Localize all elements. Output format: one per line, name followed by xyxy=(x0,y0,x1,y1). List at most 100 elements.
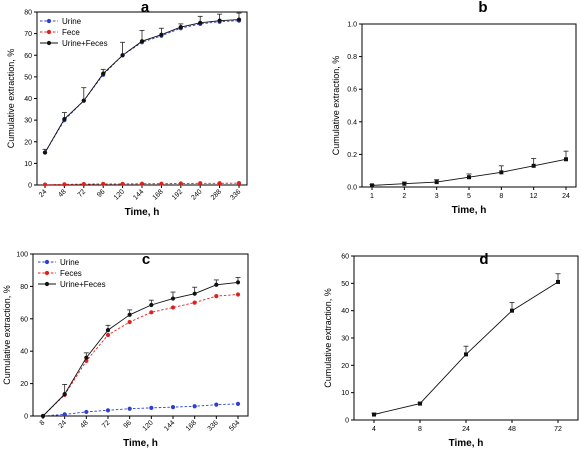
data-point xyxy=(402,181,407,186)
data-point xyxy=(418,401,422,406)
x-tick-label: 8 xyxy=(39,419,47,427)
data-point xyxy=(105,408,111,413)
data-point xyxy=(214,294,219,299)
data-point xyxy=(236,17,242,22)
x-tick-label: 48 xyxy=(57,188,68,199)
x-tick-label: 48 xyxy=(79,419,90,430)
panel-label-d: d xyxy=(479,251,488,268)
data-point xyxy=(101,71,106,76)
panel-label-a: a xyxy=(141,0,150,16)
data-point xyxy=(62,392,67,397)
x-tick-label: 72 xyxy=(77,188,88,199)
data-point xyxy=(127,319,132,325)
data-point xyxy=(149,405,154,410)
y-axis-title: Cumulative extraction, % xyxy=(331,56,341,156)
plot-frame xyxy=(32,253,249,417)
y-tick-label: 0 xyxy=(28,183,32,190)
data-point xyxy=(217,18,222,23)
y-tick-label: 40 xyxy=(20,349,28,356)
y-tick-label: 30 xyxy=(341,336,349,343)
x-tick-label: 120 xyxy=(142,419,155,432)
x-tick-label: 168 xyxy=(185,419,198,432)
legend-label: Urine+Feces xyxy=(60,280,106,289)
y-tick-label: 60 xyxy=(20,316,28,323)
data-point xyxy=(370,183,374,188)
x-axis-title: Time, h xyxy=(123,438,158,449)
legend-marker xyxy=(46,29,52,35)
x-tick-label: 24 xyxy=(562,193,570,200)
data-point xyxy=(149,302,154,308)
data-point xyxy=(170,296,176,301)
data-point xyxy=(139,181,145,186)
data-point xyxy=(81,182,86,187)
data-point xyxy=(235,401,241,406)
data-point xyxy=(62,182,67,187)
y-tick-label: 80 xyxy=(24,10,32,17)
data-point xyxy=(105,332,111,338)
series-line xyxy=(42,294,239,417)
y-tick-label: 20 xyxy=(24,139,32,146)
x-tick-label: 4 xyxy=(372,426,376,433)
data-point xyxy=(499,170,504,175)
y-tick-label: 40 xyxy=(24,96,32,103)
data-point xyxy=(192,404,197,409)
data-point xyxy=(120,53,125,58)
plot-frame xyxy=(361,23,577,188)
data-point xyxy=(464,352,468,357)
data-point xyxy=(127,312,132,317)
y-tick-label: 0.8 xyxy=(347,54,357,61)
legend-label: Feces xyxy=(60,269,82,278)
y-tick-label: 0.2 xyxy=(347,152,357,159)
data-point xyxy=(556,279,560,284)
legend-marker xyxy=(44,281,50,287)
data-point xyxy=(235,280,241,285)
x-tick-label: 24 xyxy=(58,419,69,430)
legend-label: Fece xyxy=(62,28,80,37)
data-point xyxy=(127,406,132,411)
data-point xyxy=(510,308,514,313)
x-tick-label: 8 xyxy=(418,426,422,433)
x-tick-label: 96 xyxy=(123,419,134,430)
x-axis-title: Time, h xyxy=(452,205,487,216)
panel-label-c: c xyxy=(142,251,150,268)
y-tick-label: 100 xyxy=(16,252,28,259)
x-tick-label: 336 xyxy=(229,188,242,201)
y-tick-label: 20 xyxy=(20,381,28,388)
data-point xyxy=(101,181,106,187)
x-tick-label: 240 xyxy=(190,188,203,201)
x-tick-label: 72 xyxy=(101,419,112,430)
legend-label: Urine+Feces xyxy=(62,39,108,48)
y-tick-label: 50 xyxy=(24,74,32,81)
y-tick-label: 60 xyxy=(341,254,349,261)
y-tick-label: 60 xyxy=(24,53,32,60)
x-tick-label: 120 xyxy=(113,188,126,201)
data-point xyxy=(372,412,376,417)
y-tick-label: 10 xyxy=(341,390,349,397)
legend-marker xyxy=(44,259,50,265)
data-point xyxy=(217,181,222,186)
series-line xyxy=(371,158,567,186)
x-tick-label: 1 xyxy=(370,193,374,200)
x-tick-label: 24 xyxy=(38,188,49,199)
x-tick-label: 24 xyxy=(462,426,470,433)
data-point xyxy=(170,305,176,310)
data-point xyxy=(178,181,183,186)
data-point xyxy=(214,402,219,407)
legend-marker xyxy=(44,270,50,276)
y-tick-label: 0 xyxy=(24,414,28,421)
y-tick-label: 0.6 xyxy=(347,87,357,94)
x-tick-label: 12 xyxy=(530,193,538,200)
y-tick-label: 70 xyxy=(24,31,32,38)
x-tick-label: 96 xyxy=(96,188,107,199)
data-point xyxy=(235,292,241,297)
x-tick-label: 144 xyxy=(132,188,145,201)
x-tick-label: 72 xyxy=(554,426,562,433)
data-point xyxy=(178,25,183,30)
y-tick-label: 30 xyxy=(24,118,32,125)
data-point xyxy=(564,157,568,162)
x-tick-label: 3 xyxy=(435,193,439,200)
legend-marker xyxy=(46,40,52,46)
data-point xyxy=(42,150,48,155)
